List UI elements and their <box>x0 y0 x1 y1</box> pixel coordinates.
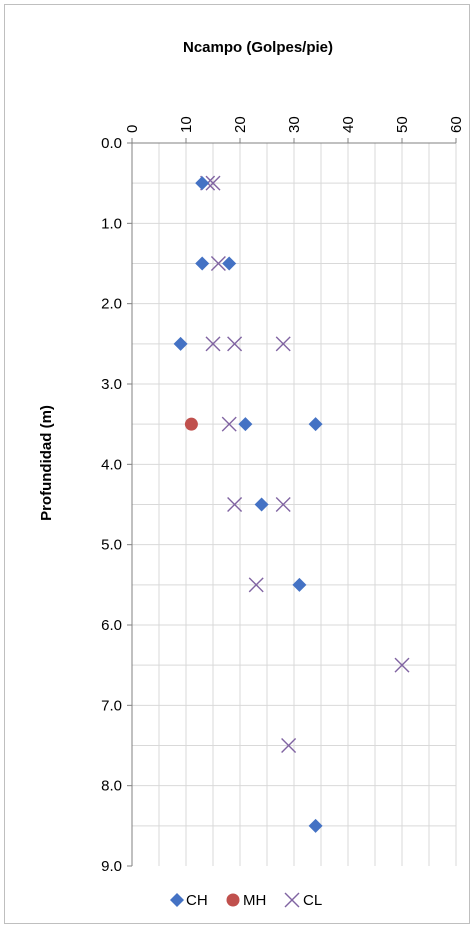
x-stroke <box>284 892 300 908</box>
point-cl <box>248 577 264 593</box>
x-tick-label: 20 <box>232 116 249 133</box>
point-ch <box>222 256 237 271</box>
legend-label-ch: CH <box>186 892 208 909</box>
point-cl <box>221 416 237 432</box>
point-cl <box>281 738 297 753</box>
y-tick-label: 3.0 <box>101 376 122 393</box>
y-tick-label: 9.0 <box>101 858 122 875</box>
legend: CH MH CL <box>170 892 322 909</box>
point-ch <box>195 176 210 191</box>
x-stroke <box>281 738 297 753</box>
y-axis-label: Profundidad (m) <box>38 405 55 521</box>
y-tick-label: 5.0 <box>101 537 122 554</box>
point-cl <box>275 497 291 512</box>
x-stroke <box>205 336 221 352</box>
point-ch <box>195 256 210 271</box>
x-stroke <box>275 336 291 352</box>
x-tick-label: 0 <box>124 125 141 133</box>
y-tick-label: 6.0 <box>101 617 122 634</box>
axes: 0 10 20 30 40 50 60 0.0 1.0 2.0 3.0 4.0 5.0 6.0 7.0 8.0… <box>101 116 465 875</box>
x-stroke <box>210 256 226 271</box>
y-tick-label: 1.0 <box>101 215 122 232</box>
chart-title: Ncampo (Golpes/pie) <box>183 39 333 56</box>
legend-label-cl: CL <box>303 892 322 909</box>
x-tick-label: 60 <box>448 116 465 133</box>
legend-marker-mh <box>226 893 240 907</box>
point-ch <box>308 417 323 432</box>
legend-item-cl: CL <box>284 892 322 909</box>
point-cl <box>210 256 226 271</box>
x-stroke <box>205 175 221 191</box>
x-stroke <box>248 577 264 593</box>
legend-label-mh: MH <box>243 892 266 909</box>
y-tick-label: 2.0 <box>101 296 122 313</box>
legend-item-ch: CH <box>170 892 208 909</box>
point-cl <box>394 657 410 673</box>
point-cl <box>227 336 243 352</box>
grid <box>132 143 457 866</box>
x-tick-label: 50 <box>394 116 411 133</box>
point-cl <box>227 497 243 512</box>
x-tick-label: 30 <box>286 116 303 133</box>
x-stroke <box>221 416 237 432</box>
point-ch <box>173 336 188 351</box>
x-stroke <box>394 657 410 673</box>
legend-item-mh: MH <box>226 892 266 909</box>
y-tick-label: 7.0 <box>101 697 122 714</box>
y-tick-label: 0.0 <box>101 135 122 152</box>
point-cl <box>205 336 221 352</box>
y-tick-label: 4.0 <box>101 456 122 473</box>
x-tick-label: 10 <box>178 116 195 133</box>
y-tick-label: 8.0 <box>101 778 122 795</box>
point-cl <box>275 336 291 352</box>
point-mh <box>184 417 198 431</box>
point-cl <box>205 175 221 191</box>
x-stroke <box>227 336 243 352</box>
point-ch <box>292 577 307 592</box>
x-tick-label: 40 <box>340 116 357 133</box>
x-stroke <box>275 497 291 512</box>
point-ch <box>308 818 323 833</box>
point-ch <box>238 417 253 432</box>
data-marks <box>173 175 410 833</box>
legend-marker-ch <box>170 893 184 907</box>
point-ch <box>254 497 269 512</box>
x-stroke <box>227 497 243 512</box>
legend-marker-cl <box>284 892 300 908</box>
